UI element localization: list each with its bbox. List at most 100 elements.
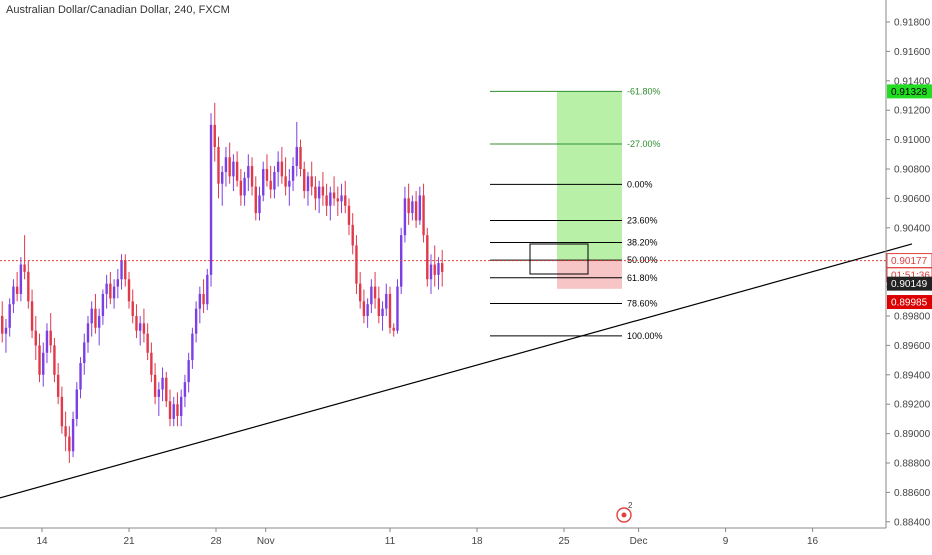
time-tick-label: 28 [210, 536, 222, 547]
candle-body [135, 316, 138, 331]
candle-body [71, 418, 75, 452]
fib-level-label: 23.60% [627, 215, 658, 225]
candle-body [325, 195, 328, 206]
candle-body [97, 316, 101, 328]
candle-body [176, 404, 179, 416]
time-tick-label: 9 [723, 536, 729, 547]
candle-body [27, 271, 30, 302]
price-badge-label: 0.90177 [891, 256, 928, 267]
candle-body [101, 293, 105, 316]
candle-body [12, 286, 15, 305]
price-badge-label: 0.89985 [891, 298, 928, 309]
price-tick-label: 0.90600 [894, 194, 931, 205]
tradingview-logo-icon: 2 [616, 501, 633, 523]
candle-body [221, 171, 224, 184]
candle-body [42, 352, 45, 375]
candle-body [68, 436, 71, 452]
candle-body [79, 363, 82, 390]
candle-body [332, 192, 336, 199]
fib-level-label: 50.00% [627, 255, 658, 265]
candle-body [4, 327, 8, 334]
candle-body [45, 330, 49, 353]
price-tick-label: 0.89600 [894, 341, 931, 352]
target-zone[interactable] [557, 91, 622, 261]
fib-level-label: -61.80% [627, 86, 661, 96]
candle-body [224, 157, 228, 172]
candle-body [172, 404, 175, 419]
candle-body [194, 308, 198, 334]
candle-body [284, 176, 287, 187]
candle-body [131, 301, 134, 316]
time-tick-label: Nov [257, 536, 275, 547]
candle-body [362, 301, 366, 316]
price-tick-label: 0.89200 [894, 400, 931, 411]
candle-body [441, 263, 444, 272]
candle-body [109, 283, 112, 299]
candle-body [235, 161, 239, 181]
candle-body [437, 263, 440, 275]
candle-body [429, 264, 433, 280]
candle-body [351, 224, 354, 246]
candle-body [273, 171, 276, 190]
candle-body [1, 316, 4, 334]
candle-body [344, 195, 347, 206]
candle-body [138, 323, 142, 331]
time-tick-label: Dec [630, 536, 648, 547]
time-axis[interactable]: 14 21 28 Nov 11 18 25 Dec 9 16 [0, 527, 886, 547]
stop-zone[interactable] [557, 260, 622, 289]
candle-body [258, 195, 261, 214]
candle-body [418, 195, 422, 221]
candle-body [314, 186, 317, 199]
candle-body [165, 377, 168, 402]
candle-body [254, 186, 257, 214]
candle-body [280, 161, 284, 177]
candle-body [64, 426, 67, 437]
candle-body [217, 146, 220, 184]
candle-body [180, 396, 183, 416]
candle-body [299, 146, 302, 169]
candle-body [340, 195, 343, 202]
candle-body [30, 301, 34, 331]
candle-body [49, 330, 52, 346]
price-tick-label: 0.89400 [894, 370, 931, 381]
candle-body [247, 166, 250, 178]
candle-body [422, 195, 425, 236]
price-tick-label: 0.88400 [894, 517, 931, 528]
fibonacci-retracement[interactable]: -61.80% -27.00% 0.00% 23.60% 38.20% 50.00% 61.… [490, 86, 663, 341]
price-tick-label: 0.90800 [894, 165, 931, 176]
price-tick-label: 0.91000 [894, 135, 931, 146]
candle-body [295, 146, 298, 167]
price-badge-label: 01:51:36 [891, 270, 930, 281]
candlesticks [1, 102, 444, 463]
price-tick-label: 0.88600 [894, 488, 931, 499]
candle-body [288, 180, 291, 187]
time-tick-label: 16 [807, 536, 819, 547]
candle-body [355, 245, 358, 284]
consolidation-box[interactable] [529, 243, 589, 275]
logo-ring [616, 507, 632, 523]
candle-body [202, 293, 205, 305]
overlays: 2 [0, 243, 913, 523]
candle-body [105, 283, 108, 294]
trendline[interactable] [0, 243, 913, 499]
price-axis[interactable]: 0.91800 0.91600 0.91400 0.91200 0.91000 0.908… [885, 0, 932, 528]
candle-body [373, 286, 377, 299]
price-tick-label: 0.91600 [894, 47, 931, 58]
candle-body [19, 264, 23, 294]
candle-body [83, 342, 86, 364]
candle-body [336, 198, 339, 202]
fib-level-label: 0.00% [627, 179, 653, 189]
price-badge-label: 0.91328 [891, 87, 928, 98]
price-tick-label: 0.91200 [894, 106, 931, 117]
candle-body [8, 304, 11, 328]
candle-body [60, 396, 64, 427]
chart-title: Australian Dollar/Canadian Dollar, 240, … [6, 4, 230, 16]
candle-body [310, 176, 313, 187]
price-tick-label: 0.90400 [894, 223, 931, 234]
candle-body [392, 327, 395, 331]
logo-badge-count: 2 [628, 501, 633, 510]
candle-body [53, 345, 56, 375]
candle-body [191, 333, 194, 361]
